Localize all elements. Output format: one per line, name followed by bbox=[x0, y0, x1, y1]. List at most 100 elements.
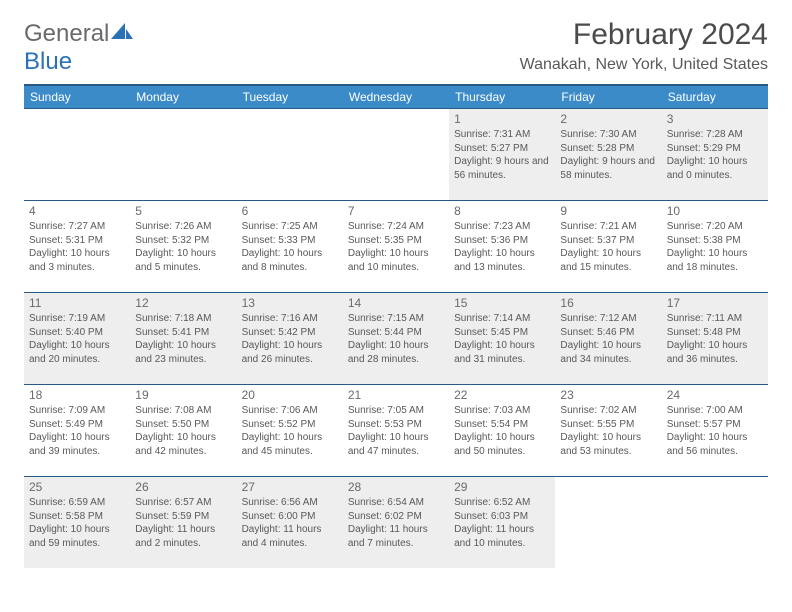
day-details: Sunrise: 7:31 AMSunset: 5:27 PMDaylight:… bbox=[454, 128, 550, 182]
day-number: 11 bbox=[29, 296, 125, 310]
calendar-empty bbox=[555, 477, 661, 569]
day-number: 24 bbox=[667, 388, 763, 402]
day-number: 3 bbox=[667, 112, 763, 126]
day-details: Sunrise: 7:21 AMSunset: 5:37 PMDaylight:… bbox=[560, 220, 656, 274]
calendar-day: 26 Sunrise: 6:57 AMSunset: 5:59 PMDayligh… bbox=[130, 477, 236, 569]
logo: General Blue bbox=[24, 20, 133, 76]
calendar-day: 29 Sunrise: 6:52 AMSunset: 6:03 PMDayligh… bbox=[449, 477, 555, 569]
calendar-day: 13 Sunrise: 7:16 AMSunset: 5:42 PMDayligh… bbox=[237, 293, 343, 385]
calendar-day: 27 Sunrise: 6:56 AMSunset: 6:00 PMDayligh… bbox=[237, 477, 343, 569]
calendar-day: 3Sunrise: 7:28 AMSunset: 5:29 PMDaylight… bbox=[662, 109, 768, 201]
day-number: 13 bbox=[242, 296, 338, 310]
calendar-day: 22 Sunrise: 7:03 AMSunset: 5:54 PMDayligh… bbox=[449, 385, 555, 477]
calendar-day: 12 Sunrise: 7:18 AMSunset: 5:41 PMDayligh… bbox=[130, 293, 236, 385]
calendar-day: 24 Sunrise: 7:00 AMSunset: 5:57 PMDayligh… bbox=[662, 385, 768, 477]
day-details: Sunrise: 7:06 AMSunset: 5:52 PMDaylight:… bbox=[242, 404, 338, 458]
day-details: Sunrise: 7:03 AMSunset: 5:54 PMDaylight:… bbox=[454, 404, 550, 458]
day-details: Sunrise: 7:15 AMSunset: 5:44 PMDaylight:… bbox=[348, 312, 444, 366]
day-details: Sunrise: 7:30 AMSunset: 5:28 PMDaylight:… bbox=[560, 128, 656, 182]
calendar-empty bbox=[343, 109, 449, 201]
day-number: 20 bbox=[242, 388, 338, 402]
calendar-week: 25 Sunrise: 6:59 AMSunset: 5:58 PMDayligh… bbox=[24, 477, 768, 569]
calendar-empty bbox=[24, 109, 130, 201]
day-number: 18 bbox=[29, 388, 125, 402]
day-details: Sunrise: 7:16 AMSunset: 5:42 PMDaylight:… bbox=[242, 312, 338, 366]
page-header: General Blue February 2024 Wanakah, New … bbox=[24, 20, 768, 76]
calendar-day: 1 Sunrise: 7:31 AMSunset: 5:27 PMDaylight… bbox=[449, 109, 555, 201]
calendar-day: 17 Sunrise: 7:11 AMSunset: 5:48 PMDayligh… bbox=[662, 293, 768, 385]
logo-text: General Blue bbox=[24, 20, 133, 76]
calendar-empty bbox=[662, 477, 768, 569]
day-details: Sunrise: 6:52 AMSunset: 6:03 PMDaylight:… bbox=[454, 496, 550, 550]
day-details: Sunrise: 6:54 AMSunset: 6:02 PMDaylight:… bbox=[348, 496, 444, 550]
day-number: 23 bbox=[560, 388, 656, 402]
day-number: 17 bbox=[667, 296, 763, 310]
day-details: Sunrise: 7:25 AMSunset: 5:33 PMDaylight:… bbox=[242, 220, 338, 274]
calendar-day: 7 Sunrise: 7:24 AMSunset: 5:35 PMDaylight… bbox=[343, 201, 449, 293]
day-number: 14 bbox=[348, 296, 444, 310]
calendar-day: 19Sunrise: 7:08 AMSunset: 5:50 PMDayligh… bbox=[130, 385, 236, 477]
calendar-table: SundayMondayTuesdayWednesdayThursdayFrid… bbox=[24, 84, 768, 568]
calendar-day: 6 Sunrise: 7:25 AMSunset: 5:33 PMDaylight… bbox=[237, 201, 343, 293]
day-number: 4 bbox=[29, 204, 125, 218]
day-number: 12 bbox=[135, 296, 231, 310]
weekday-header: Sunday bbox=[24, 85, 130, 109]
calendar-day: 14 Sunrise: 7:15 AMSunset: 5:44 PMDayligh… bbox=[343, 293, 449, 385]
day-number: 29 bbox=[454, 480, 550, 494]
day-details: Sunrise: 6:57 AMSunset: 5:59 PMDaylight:… bbox=[135, 496, 231, 550]
calendar-day: 2 Sunrise: 7:30 AMSunset: 5:28 PMDaylight… bbox=[555, 109, 661, 201]
calendar-day: 10Sunrise: 7:20 AMSunset: 5:38 PMDayligh… bbox=[662, 201, 768, 293]
day-number: 1 bbox=[454, 112, 550, 126]
day-details: Sunrise: 7:02 AMSunset: 5:55 PMDaylight:… bbox=[560, 404, 656, 458]
day-details: Sunrise: 7:08 AMSunset: 5:50 PMDaylight:… bbox=[135, 404, 231, 458]
calendar-day: 23 Sunrise: 7:02 AMSunset: 5:55 PMDayligh… bbox=[555, 385, 661, 477]
day-details: Sunrise: 7:26 AMSunset: 5:32 PMDaylight:… bbox=[135, 220, 231, 274]
location-label: Wanakah, New York, United States bbox=[520, 56, 768, 74]
calendar-day: 18Sunrise: 7:09 AMSunset: 5:49 PMDayligh… bbox=[24, 385, 130, 477]
day-details: Sunrise: 7:00 AMSunset: 5:57 PMDaylight:… bbox=[667, 404, 763, 458]
day-details: Sunrise: 7:20 AMSunset: 5:38 PMDaylight:… bbox=[667, 220, 763, 274]
day-number: 25 bbox=[29, 480, 125, 494]
calendar-day: 21 Sunrise: 7:05 AMSunset: 5:53 PMDayligh… bbox=[343, 385, 449, 477]
calendar-empty bbox=[237, 109, 343, 201]
weekday-header: Thursday bbox=[449, 85, 555, 109]
calendar-day: 16Sunrise: 7:12 AMSunset: 5:46 PMDayligh… bbox=[555, 293, 661, 385]
calendar-day: 15Sunrise: 7:14 AMSunset: 5:45 PMDayligh… bbox=[449, 293, 555, 385]
calendar-header-row: SundayMondayTuesdayWednesdayThursdayFrid… bbox=[24, 85, 768, 109]
weekday-header: Saturday bbox=[662, 85, 768, 109]
calendar-week: 18Sunrise: 7:09 AMSunset: 5:49 PMDayligh… bbox=[24, 385, 768, 477]
day-details: Sunrise: 6:56 AMSunset: 6:00 PMDaylight:… bbox=[242, 496, 338, 550]
calendar-day: 20 Sunrise: 7:06 AMSunset: 5:52 PMDayligh… bbox=[237, 385, 343, 477]
day-number: 22 bbox=[454, 388, 550, 402]
calendar-day: 11Sunrise: 7:19 AMSunset: 5:40 PMDayligh… bbox=[24, 293, 130, 385]
calendar-day: 28 Sunrise: 6:54 AMSunset: 6:02 PMDayligh… bbox=[343, 477, 449, 569]
day-details: Sunrise: 6:59 AMSunset: 5:58 PMDaylight:… bbox=[29, 496, 125, 550]
title-block: February 2024 Wanakah, New York, United … bbox=[520, 20, 768, 74]
calendar-week: 11Sunrise: 7:19 AMSunset: 5:40 PMDayligh… bbox=[24, 293, 768, 385]
calendar-day: 5Sunrise: 7:26 AMSunset: 5:32 PMDaylight… bbox=[130, 201, 236, 293]
weekday-header: Tuesday bbox=[237, 85, 343, 109]
day-number: 6 bbox=[242, 204, 338, 218]
day-details: Sunrise: 7:05 AMSunset: 5:53 PMDaylight:… bbox=[348, 404, 444, 458]
calendar-empty bbox=[130, 109, 236, 201]
day-number: 28 bbox=[348, 480, 444, 494]
day-details: Sunrise: 7:12 AMSunset: 5:46 PMDaylight:… bbox=[560, 312, 656, 366]
day-details: Sunrise: 7:14 AMSunset: 5:45 PMDaylight:… bbox=[454, 312, 550, 366]
day-number: 26 bbox=[135, 480, 231, 494]
day-number: 21 bbox=[348, 388, 444, 402]
weekday-header: Wednesday bbox=[343, 85, 449, 109]
day-number: 8 bbox=[454, 204, 550, 218]
calendar-day: 25 Sunrise: 6:59 AMSunset: 5:58 PMDayligh… bbox=[24, 477, 130, 569]
calendar-body: 1 Sunrise: 7:31 AMSunset: 5:27 PMDaylight… bbox=[24, 109, 768, 569]
day-number: 2 bbox=[560, 112, 656, 126]
day-details: Sunrise: 7:18 AMSunset: 5:41 PMDaylight:… bbox=[135, 312, 231, 366]
logo-sail-icon bbox=[111, 23, 133, 41]
day-details: Sunrise: 7:24 AMSunset: 5:35 PMDaylight:… bbox=[348, 220, 444, 274]
month-title: February 2024 bbox=[520, 20, 768, 50]
calendar-day: 8Sunrise: 7:23 AMSunset: 5:36 PMDaylight… bbox=[449, 201, 555, 293]
day-number: 27 bbox=[242, 480, 338, 494]
weekday-header: Monday bbox=[130, 85, 236, 109]
day-details: Sunrise: 7:11 AMSunset: 5:48 PMDaylight:… bbox=[667, 312, 763, 366]
day-number: 7 bbox=[348, 204, 444, 218]
weekday-header: Friday bbox=[555, 85, 661, 109]
